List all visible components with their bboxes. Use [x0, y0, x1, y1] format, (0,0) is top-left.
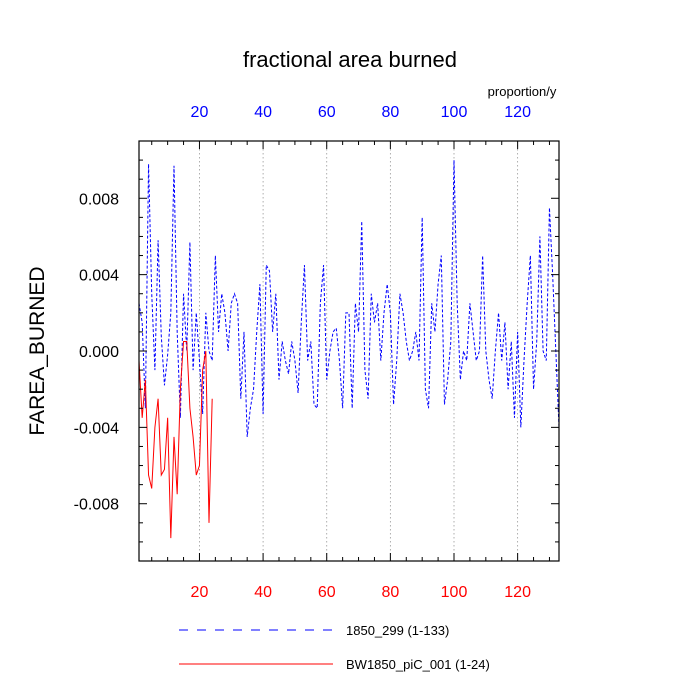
- series-layer: [138, 160, 560, 539]
- x-tick-label-top: 60: [318, 104, 336, 121]
- chart-title: fractional area burned: [243, 47, 457, 72]
- series-line-bw1850-pic-001: [138, 340, 213, 539]
- x-tick-label-bottom: 100: [441, 584, 468, 601]
- x-tick-label-bottom: 40: [254, 584, 272, 601]
- x-tick-label-top: 100: [441, 104, 468, 121]
- y-tick-label: 0.004: [79, 268, 119, 285]
- y-tick-label: 0.000: [79, 344, 119, 361]
- y-tick-label: -0.004: [74, 420, 119, 437]
- x-tick-label-bottom: 60: [318, 584, 336, 601]
- y-axis-label: FAREA_BURNED: [26, 266, 49, 435]
- x-tick-label-bottom: 80: [381, 584, 399, 601]
- x-tick-label-bottom: 120: [504, 584, 531, 601]
- x-tick-label-top: 80: [381, 104, 399, 121]
- axes: 20 20 40 40 60 60 80 80 100 100 120 120 0.008 0.004 0.…: [74, 104, 559, 601]
- y-tick-label: -0.008: [74, 497, 119, 514]
- x-tick-label-bottom: 20: [191, 584, 209, 601]
- plot-frame: [138, 140, 560, 562]
- legend: 1850_299 (1-133) BW1850_piC_001 (1-24): [179, 623, 490, 672]
- x-tick-label-top: 120: [504, 104, 531, 121]
- units-label: proportion/y: [488, 84, 557, 99]
- grid: [199, 141, 519, 561]
- legend-label-1850-299: 1850_299 (1-133): [346, 623, 449, 638]
- x-tick-label-top: 20: [191, 104, 209, 121]
- legend-label-bw1850: BW1850_piC_001 (1-24): [346, 657, 490, 672]
- y-tick-label: 0.008: [79, 191, 119, 208]
- x-tick-label-top: 40: [254, 104, 272, 121]
